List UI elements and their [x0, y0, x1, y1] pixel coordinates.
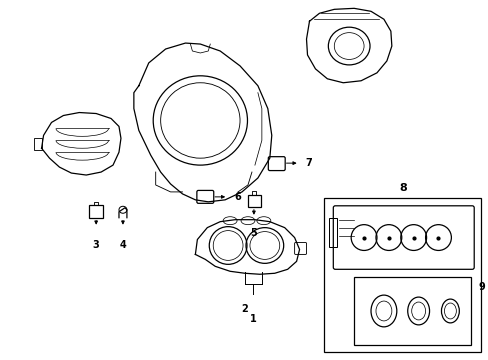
- Bar: [353, 277, 470, 345]
- Text: 6: 6: [234, 192, 240, 202]
- Bar: [89, 205, 103, 218]
- Bar: [247, 195, 260, 207]
- Bar: [34, 138, 41, 150]
- Text: 9: 9: [477, 282, 484, 292]
- Text: 8: 8: [398, 183, 406, 193]
- Text: 7: 7: [305, 158, 312, 168]
- Bar: [328, 218, 337, 247]
- Text: 5: 5: [250, 228, 257, 238]
- Text: 2: 2: [241, 304, 248, 314]
- Text: 3: 3: [93, 239, 100, 249]
- Bar: [324, 198, 480, 352]
- Text: 4: 4: [120, 239, 126, 249]
- Text: 1: 1: [249, 314, 256, 324]
